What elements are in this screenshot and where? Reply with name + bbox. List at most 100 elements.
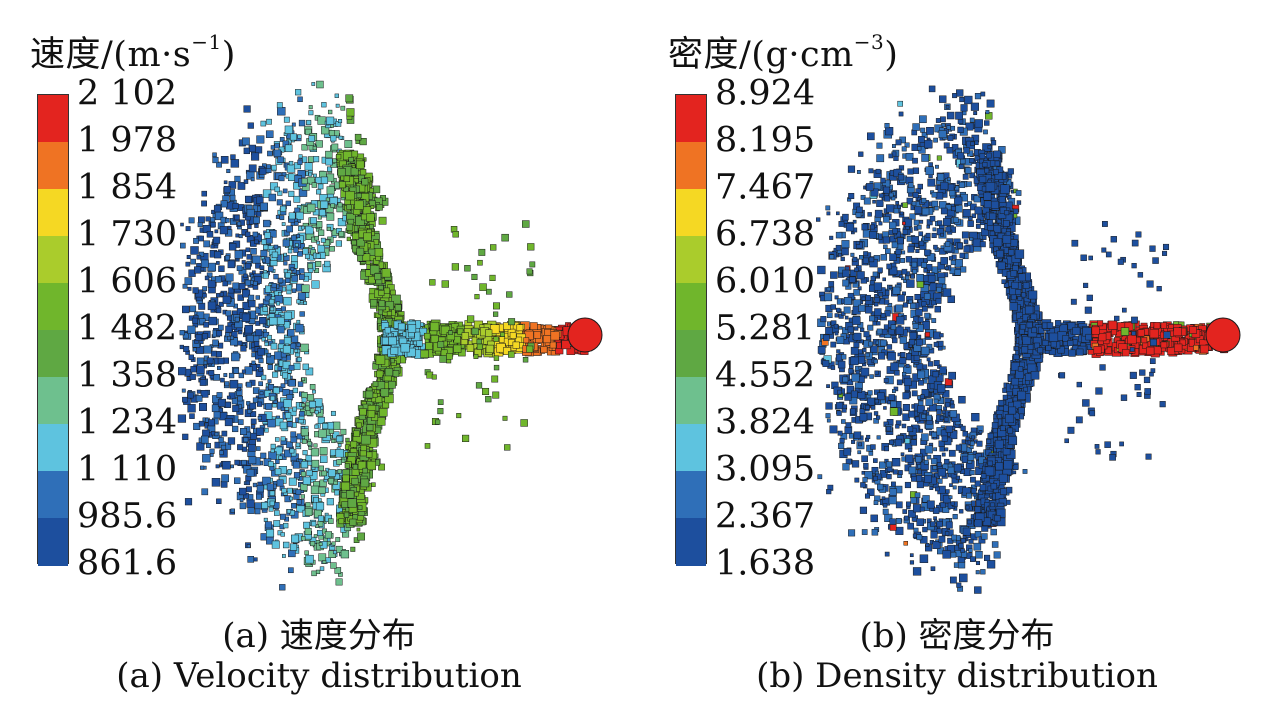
fragment-cell bbox=[884, 446, 890, 452]
fragment-cell bbox=[241, 369, 246, 374]
fragment-cell bbox=[462, 434, 470, 442]
fragment-cell bbox=[906, 236, 913, 242]
fragment-cell bbox=[337, 202, 343, 208]
fragment-cell bbox=[873, 282, 883, 291]
fragment-cell bbox=[900, 452, 905, 457]
fragment-cell bbox=[208, 419, 215, 427]
fragment-cell bbox=[307, 394, 315, 402]
fragment-cell bbox=[895, 518, 902, 524]
fragment-cell bbox=[913, 219, 920, 226]
fragment-cell bbox=[891, 481, 896, 487]
fragment-cell bbox=[300, 494, 305, 499]
velocity-colorbar bbox=[37, 94, 69, 566]
fragment-cell bbox=[208, 316, 217, 326]
fragment-cell bbox=[290, 133, 297, 141]
fragment-cell bbox=[860, 482, 866, 488]
fragment-cell bbox=[925, 331, 931, 337]
fragment-cell bbox=[883, 406, 887, 410]
fragment-cell bbox=[897, 294, 905, 302]
fragment-cell bbox=[229, 194, 236, 201]
fragment-cell bbox=[974, 480, 981, 487]
fragment-cell bbox=[378, 289, 385, 296]
fragment-cell bbox=[946, 146, 954, 154]
fragment-cell bbox=[884, 310, 891, 317]
fragment-cell bbox=[315, 260, 322, 268]
fragment-cell bbox=[931, 232, 937, 239]
fragment-cell bbox=[187, 286, 192, 291]
fragment-cell bbox=[338, 181, 346, 189]
fragment-cell bbox=[243, 179, 249, 184]
fragment-cell bbox=[337, 469, 342, 474]
colorbar-segment bbox=[38, 283, 68, 331]
fragment-cell bbox=[853, 431, 862, 439]
fragment-cell bbox=[923, 268, 928, 273]
fragment-cell bbox=[315, 140, 323, 148]
fragment-cell bbox=[416, 340, 423, 347]
fragment-cell bbox=[471, 327, 479, 335]
fragment-cell bbox=[324, 531, 332, 539]
fragment-cell bbox=[200, 465, 205, 470]
fragment-cell bbox=[851, 373, 860, 382]
fragment-cell bbox=[964, 95, 973, 105]
fragment-cell bbox=[255, 295, 260, 300]
fragment-cell bbox=[826, 287, 831, 292]
fragment-cell bbox=[939, 446, 945, 452]
fragment-cell bbox=[296, 299, 301, 304]
fragment-cell bbox=[215, 351, 222, 358]
fragment-cell bbox=[239, 502, 247, 510]
fragment-cell bbox=[327, 478, 334, 485]
fragment-cell bbox=[245, 480, 251, 486]
fragment-cell bbox=[245, 231, 251, 237]
fragment-cell bbox=[267, 418, 276, 428]
fragment-cell bbox=[227, 260, 236, 269]
fragment-cell bbox=[286, 421, 293, 428]
fragment-cell bbox=[424, 443, 431, 449]
fragment-cell bbox=[888, 496, 897, 505]
fragment-cell bbox=[902, 372, 907, 377]
fragment-cell bbox=[910, 439, 918, 446]
fragment-cell bbox=[939, 333, 944, 338]
fragment-cell bbox=[849, 269, 857, 277]
fragment-cell bbox=[950, 400, 955, 405]
fragment-cell bbox=[264, 349, 269, 354]
fragment-cell bbox=[273, 244, 279, 250]
fragment-cell bbox=[366, 460, 377, 471]
fragment-cell bbox=[492, 391, 500, 399]
fragment-cell bbox=[506, 291, 513, 298]
fragment-cell bbox=[264, 521, 272, 529]
fragment-cell bbox=[464, 265, 471, 272]
fragment-cell bbox=[296, 357, 302, 362]
fragment-cell bbox=[295, 442, 301, 447]
fragment-cell bbox=[230, 154, 236, 160]
fragment-cell bbox=[370, 205, 375, 209]
fragment-cell bbox=[313, 156, 320, 163]
fragment-cell bbox=[255, 446, 261, 451]
fragment-cell bbox=[970, 141, 975, 146]
fragment-cell bbox=[192, 317, 199, 324]
fragment-cell bbox=[338, 231, 345, 237]
fragment-cell bbox=[182, 396, 188, 403]
fragment-cell bbox=[870, 514, 878, 523]
fragment-cell bbox=[284, 449, 292, 458]
fragment-cell bbox=[860, 194, 866, 200]
fragment-cell bbox=[861, 223, 869, 231]
fragment-cell bbox=[242, 137, 250, 146]
fragment-cell bbox=[246, 544, 251, 549]
fragment-cell bbox=[214, 276, 222, 283]
fragment-cell bbox=[874, 389, 880, 395]
fragment-cell bbox=[945, 226, 952, 233]
fragment-cell bbox=[296, 234, 301, 238]
fragment-cell bbox=[228, 181, 237, 189]
colorbar-segment bbox=[676, 377, 706, 425]
fragment-cell bbox=[365, 390, 374, 399]
fragment-cell bbox=[844, 393, 852, 401]
fragment-cell bbox=[210, 350, 217, 357]
fragment-cell bbox=[252, 231, 259, 238]
fragment-cell bbox=[949, 410, 958, 418]
fragment-cell bbox=[835, 231, 843, 239]
fragment-cell bbox=[247, 556, 255, 563]
fragment-cell bbox=[839, 438, 845, 444]
fragment-cell bbox=[292, 387, 299, 394]
colorbar-tick-label: 1 110 bbox=[77, 449, 178, 490]
fragment-cell bbox=[951, 534, 957, 541]
